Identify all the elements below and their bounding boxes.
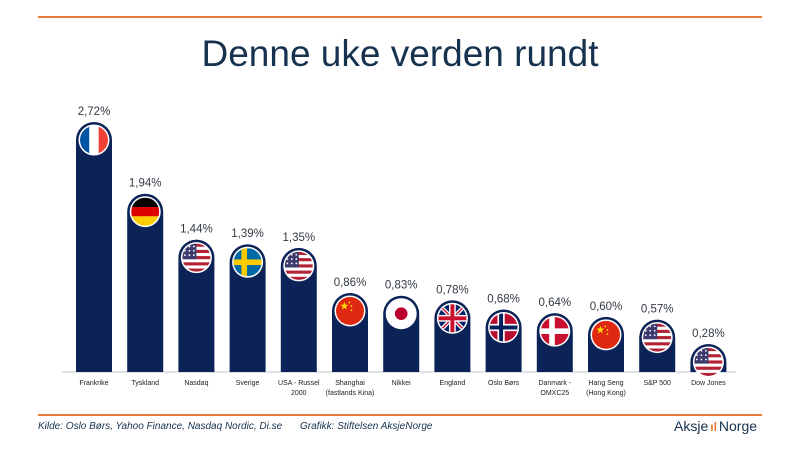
- value-label: 1,44%: [180, 224, 213, 236]
- chart-title: Denne uke verden rundt: [201, 33, 599, 74]
- value-label: 1,39%: [231, 228, 264, 240]
- bar-group: 0,64% Danmark - OMXC25: [536, 297, 573, 397]
- source-note: Kilde: Oslo Børs, Yahoo Finance, Nasdaq …: [38, 421, 283, 432]
- usa-flag-icon: [643, 323, 672, 352]
- category-label-line: S&P 500: [643, 380, 671, 387]
- bar-group: 1,94% Tyskland: [127, 178, 164, 387]
- category-label-line: Frankrike: [79, 380, 108, 387]
- value-label: 0,28%: [692, 328, 725, 340]
- germany-flag-icon: [131, 197, 160, 226]
- bar: [280, 247, 317, 372]
- category-label: Nasdaq: [184, 380, 208, 387]
- value-label: 1,35%: [282, 232, 315, 244]
- category-label: Danmark - OMXC25: [538, 380, 571, 397]
- logo-bars-icon: ıl: [710, 420, 717, 434]
- category-label: Oslo Børs: [488, 380, 520, 387]
- denmark-flag-icon: [540, 317, 569, 346]
- category-label-line: Oslo Børs: [488, 380, 520, 387]
- category-label-line: Sverige: [236, 380, 260, 387]
- bar-group: 0,86% Shanghai (fastlands Kina): [326, 277, 375, 397]
- usa-flag-icon: [284, 251, 313, 280]
- category-label: England: [440, 380, 466, 387]
- japan-flag-icon: [387, 299, 416, 328]
- category-label: Tyskland: [131, 380, 159, 387]
- credit-note: Grafikk: Stiftelsen AksjeNorge: [300, 421, 433, 432]
- bar-group: 1,35% USA - Russel 2000: [278, 232, 320, 397]
- bar: [178, 239, 215, 372]
- category-label: Sverige: [236, 380, 260, 387]
- value-label: 0,83%: [385, 280, 418, 292]
- norway-flag-icon: [489, 313, 518, 342]
- value-label: 0,86%: [334, 277, 367, 289]
- category-label: Hang Seng (Hong Kong): [586, 380, 626, 397]
- category-label-line: Dow Jones: [691, 380, 726, 387]
- bar-group: 1,39% Sverige: [229, 228, 266, 387]
- value-label: 0,64%: [538, 297, 571, 309]
- category-label-line: OMXC25: [540, 390, 569, 397]
- bar: [76, 122, 112, 372]
- category-label-line: Danmark -: [538, 380, 571, 387]
- category-label-line: USA - Russel: [278, 380, 320, 387]
- category-label: Dow Jones: [691, 380, 726, 387]
- category-label-line: Hang Seng: [588, 380, 623, 387]
- bar-group: 0,78% England: [434, 284, 471, 387]
- category-label: Shanghai (fastlands Kina): [326, 380, 375, 397]
- value-label: 0,60%: [590, 301, 623, 313]
- category-label-line: Nasdaq: [184, 380, 208, 387]
- bar-group: 0,28% Dow Jones: [690, 328, 727, 387]
- category-label-line: Shanghai: [335, 380, 365, 387]
- logo-text-left: Aksje: [674, 418, 709, 434]
- usa-flag-icon: [182, 243, 211, 272]
- category-label-line: (Hong Kong): [586, 390, 626, 397]
- bar-group: 0,68% Oslo Børs: [485, 294, 522, 387]
- value-label: 0,57%: [641, 304, 674, 316]
- category-label-line: (fastlands Kina): [326, 390, 375, 397]
- category-label-line: 2000: [291, 390, 307, 397]
- bar-group: 0,83% Nikkei: [383, 280, 420, 387]
- category-label: USA - Russel 2000: [278, 380, 320, 397]
- aksjenorge-logo: Aksje ıl Norge: [674, 418, 757, 434]
- value-label: 1,94%: [129, 178, 162, 190]
- uk-flag-icon: [438, 304, 467, 333]
- bar-group: 1,44% Nasdaq: [178, 224, 215, 387]
- bar: [127, 193, 164, 372]
- china-flag-icon: [592, 320, 620, 349]
- bar-group: 0,60% Hang Seng (Hong Kong): [586, 301, 626, 397]
- value-label: 0,78%: [436, 284, 469, 296]
- category-label-line: Nikkei: [392, 380, 412, 387]
- value-label: 0,68%: [487, 294, 520, 306]
- category-label: Frankrike: [79, 380, 108, 387]
- china-flag-icon: [336, 296, 364, 325]
- value-label: 2,72%: [78, 106, 111, 118]
- sweden-flag-icon: [233, 248, 262, 277]
- bar-group: 2,72% Frankrike: [76, 106, 112, 387]
- bottom-accent-rule: [38, 414, 762, 416]
- france-flag-icon: [80, 126, 108, 154]
- category-label: Nikkei: [392, 380, 412, 387]
- category-label-line: Tyskland: [131, 380, 159, 387]
- logo-text-right: Norge: [718, 418, 758, 434]
- category-label: S&P 500: [643, 380, 671, 387]
- category-label-line: England: [440, 380, 466, 387]
- bar: [229, 244, 266, 372]
- bar-group: 0,57% S&P 500: [639, 304, 676, 387]
- top-accent-rule: [38, 16, 762, 18]
- usa-flag-icon: [694, 348, 723, 376]
